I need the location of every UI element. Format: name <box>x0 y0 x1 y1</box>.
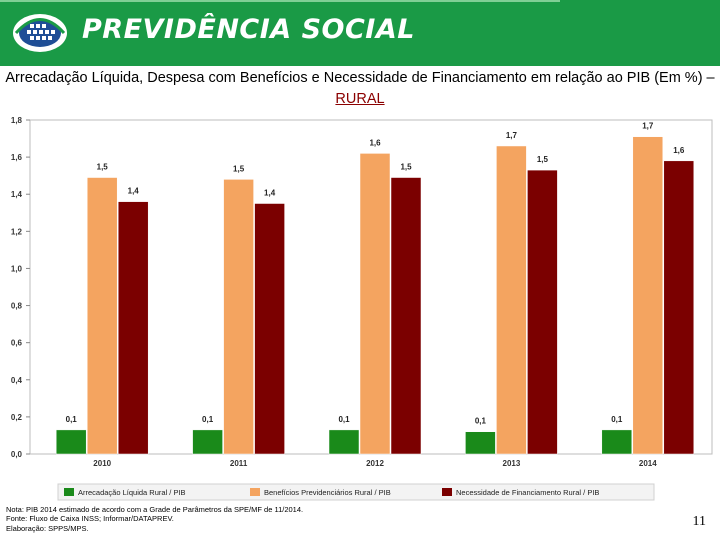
bar-chart: 0,0 0,2 0,4 0,6 0,8 1,0 1,2 1,4 1,6 1,8 0,1 1,5 1,4 2… <box>11 116 713 501</box>
y-tick-label: 1,4 <box>11 190 23 199</box>
legend-label: Arrecadação Líquida Rural / PIB <box>78 488 186 497</box>
brand-title: PREVIDÊNCIA SOCIAL <box>82 14 415 45</box>
y-tick-label: 0,0 <box>11 450 23 459</box>
bar-data-label: 1,6 <box>673 146 685 155</box>
legend-box <box>57 483 655 501</box>
bar <box>55 429 87 455</box>
y-tick-label: 0,6 <box>11 339 23 348</box>
page-number: 11 <box>692 514 706 529</box>
chart-title-rural: RURAL <box>335 91 385 107</box>
bar-data-label: 0,1 <box>475 417 487 426</box>
x-tick-label: 2010 <box>93 459 111 468</box>
y-tick-label: 1,6 <box>11 153 23 162</box>
bar-data-label: 0,1 <box>202 415 214 424</box>
chart-title: Arrecadação Líquida, Despesa com Benefíc… <box>0 68 720 110</box>
footer-note-elaboration: Elaboração: SPPS/MPS. <box>6 523 89 533</box>
bar <box>465 431 496 455</box>
bar <box>223 179 254 455</box>
bar-data-label: 1,7 <box>506 131 518 140</box>
legend-swatch <box>442 488 452 496</box>
bar-data-label: 0,1 <box>66 415 78 424</box>
y-tick-label: 0,8 <box>11 302 23 311</box>
legend-label: Necessidade de Financiamento Rural / PIB <box>456 488 599 497</box>
header-accent-line <box>0 0 560 2</box>
bar <box>192 429 223 455</box>
chart-title-main: Arrecadação Líquida, Despesa com Benefíc… <box>5 70 715 86</box>
x-tick-label: 2011 <box>230 459 248 468</box>
bar-data-label: 1,4 <box>128 187 140 196</box>
bar-data-label: 1,4 <box>264 189 276 198</box>
bar <box>632 136 664 455</box>
x-tick-label: 2014 <box>639 459 657 468</box>
bar-data-label: 1,7 <box>642 122 654 131</box>
legend-swatch <box>64 488 74 496</box>
bar-data-label: 0,1 <box>611 415 623 424</box>
y-tick-label: 1,2 <box>11 227 23 236</box>
footer-note-source: Fonte: Fluxo de Caixa INSS; Informar/DAT… <box>6 514 174 524</box>
bar <box>328 429 360 455</box>
bar <box>86 177 118 455</box>
footer-note-pib: Nota: PIB 2014 estimado de acordo com a … <box>6 505 304 514</box>
bar-data-label: 1,5 <box>97 163 109 172</box>
bar <box>527 169 558 455</box>
y-tick-label: 0,4 <box>11 376 23 385</box>
x-tick-label: 2012 <box>366 459 384 468</box>
bar <box>390 177 422 455</box>
bar-data-label: 1,5 <box>537 155 549 164</box>
y-tick-label: 0,2 <box>11 413 23 422</box>
bar <box>359 153 391 455</box>
bar <box>496 145 527 455</box>
bar-data-label: 1,5 <box>233 164 245 173</box>
previdencia-logo-icon <box>13 14 67 52</box>
bar-data-label: 1,6 <box>369 138 381 147</box>
legend-swatch <box>250 488 260 496</box>
y-tick-label: 1,8 <box>11 116 23 125</box>
bar-data-label: 0,1 <box>338 415 350 424</box>
x-tick-label: 2013 <box>503 459 521 468</box>
bar <box>254 203 285 455</box>
legend-label: Benefícios Previdenciários Rural / PIB <box>264 488 391 497</box>
header-bar: PREVIDÊNCIA SOCIAL <box>0 0 720 66</box>
bar <box>117 201 149 455</box>
bar-data-label: 1,5 <box>400 163 412 172</box>
y-tick-label: 1,0 <box>11 264 23 273</box>
footer-notes: Nota: PIB 2014 estimado de acordo com a … <box>6 505 303 533</box>
bar <box>663 160 695 455</box>
bar <box>601 429 633 455</box>
